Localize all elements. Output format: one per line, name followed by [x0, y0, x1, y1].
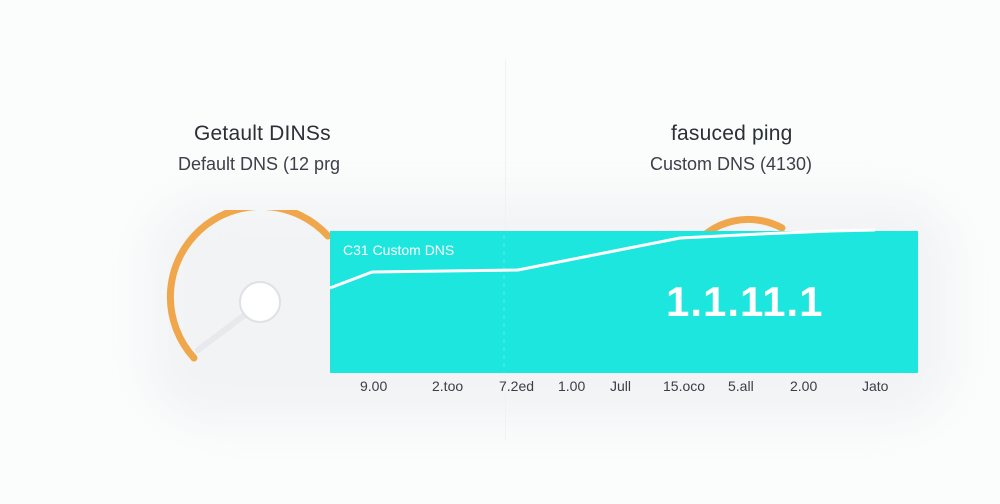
x-tick: 1.00: [558, 378, 586, 394]
default-dns-gauge: [166, 210, 332, 362]
x-tick: Jato: [862, 378, 889, 394]
gauge-needle: [195, 311, 249, 353]
dns-highlight-panel: [330, 231, 918, 373]
panel-label: C31 Custom DNS: [343, 242, 455, 258]
dns-address-value: 1.1.11.1: [666, 278, 824, 325]
x-axis: 9.00 2.too 7.2ed 1.00 Jull 15.oco 5.all …: [330, 372, 918, 412]
custom-dns-subtitle: Custom DNS (4130): [650, 154, 813, 174]
x-tick: 2.too: [432, 378, 464, 394]
default-dns-subtitle: Default DNS (12 prg: [178, 154, 341, 174]
gauge-arc: [166, 210, 332, 362]
x-tick: 2.00: [790, 378, 818, 394]
x-tick: 7.2ed: [499, 378, 535, 394]
gauge-hub: [239, 281, 281, 323]
x-tick: 9.00: [360, 378, 388, 394]
default-dns-title: Getault DINSs: [194, 122, 331, 145]
x-tick: 15.oco: [663, 378, 706, 394]
x-tick: Jull: [610, 378, 632, 394]
x-tick: 5.all: [728, 378, 754, 394]
custom-ping-title: fasuced ping: [671, 122, 793, 145]
ping-trend-line: [329, 228, 876, 290]
